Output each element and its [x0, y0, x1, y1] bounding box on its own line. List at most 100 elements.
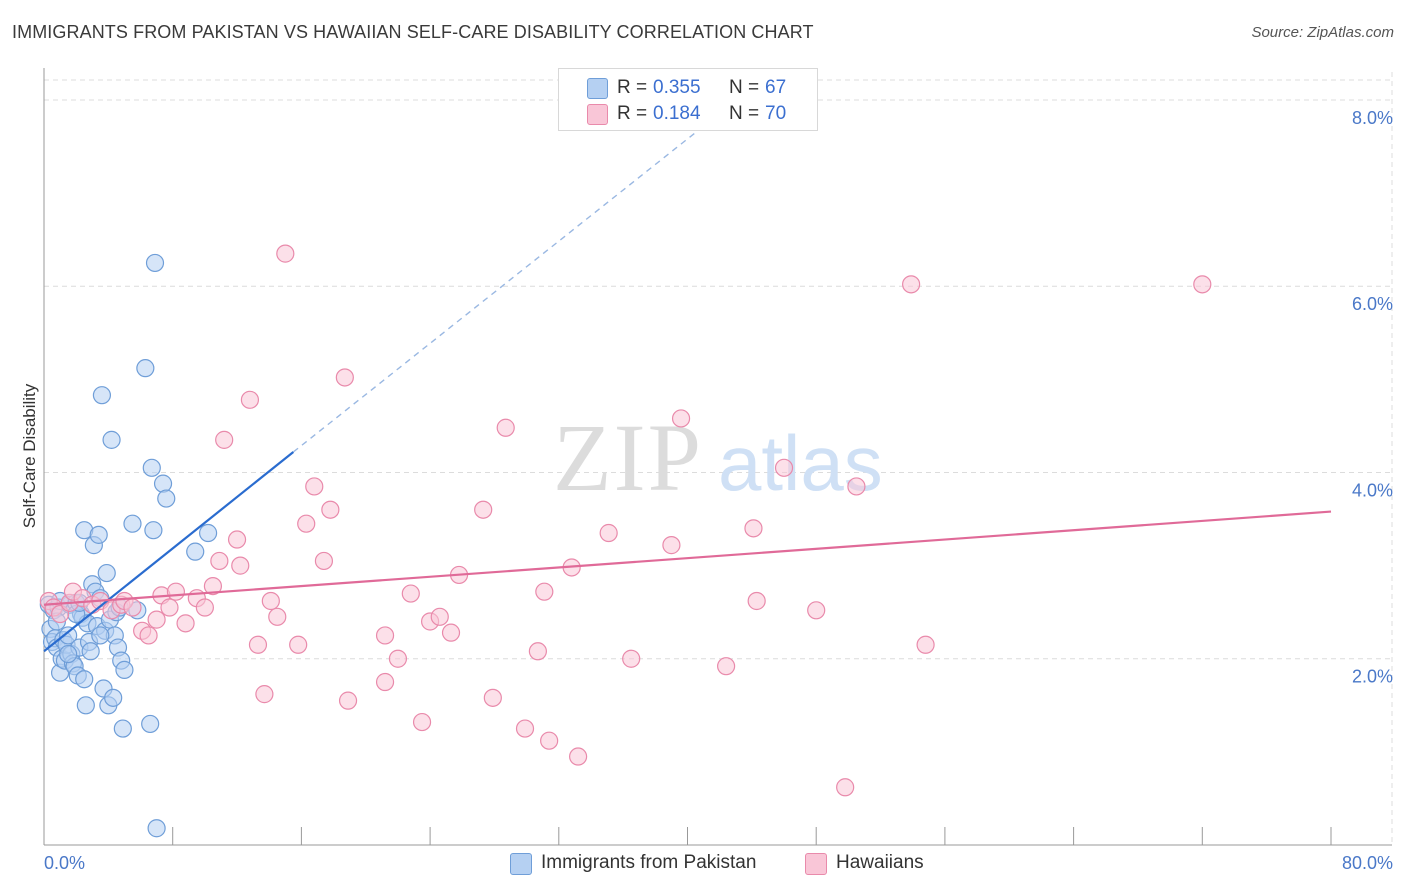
- hawaiians-point: [528, 642, 547, 661]
- pakistan-point: [123, 514, 142, 533]
- y-tick-labels: 2.0% 4.0% 6.0% 8.0%: [1352, 108, 1393, 687]
- hawaiians-point: [744, 519, 763, 538]
- hawaiians-point: [916, 635, 935, 654]
- hawaiians-point: [240, 390, 260, 409]
- hawaiians-point: [671, 409, 691, 428]
- pakistan-point: [59, 626, 78, 645]
- hawaiians-point: [166, 582, 186, 601]
- hawaiians-point: [1193, 275, 1212, 294]
- hawaiians-point: [314, 551, 334, 571]
- hawaiians-point: [248, 635, 268, 654]
- pakistan-point: [91, 626, 110, 645]
- hawaiians-point: [227, 530, 247, 549]
- y-tick-label: 6.0%: [1352, 294, 1393, 314]
- hawaiians-point: [255, 685, 274, 704]
- legend-swatch-blue: [587, 78, 608, 99]
- legend-swatch-pink: [587, 104, 608, 125]
- pakistan-point: [102, 430, 121, 449]
- hawaiians-point: [474, 500, 493, 519]
- hawaiians-point: [203, 576, 223, 596]
- legend-n-value: 67: [765, 77, 787, 98]
- legend-r-value: 0.355: [653, 77, 701, 98]
- hawaiians-point: [717, 657, 736, 676]
- bottom-legend-swatch-pink: [805, 853, 827, 875]
- hawaiians-point: [321, 500, 340, 519]
- pakistan-point: [145, 253, 165, 273]
- hawaiians-point: [483, 688, 502, 707]
- hawaiians-point: [375, 672, 395, 692]
- hawaiians-point: [401, 584, 420, 603]
- hawaiians-point: [276, 244, 295, 263]
- pakistan-point: [81, 642, 100, 661]
- pakistan-point: [92, 386, 112, 405]
- hawaiians-point: [836, 778, 855, 797]
- hawaiians-point: [430, 607, 449, 626]
- hawaiians-point: [297, 514, 316, 533]
- pakistan-point: [144, 521, 163, 540]
- legend-r-value: 0.184: [653, 103, 701, 124]
- hawaiians-point: [210, 551, 229, 571]
- bottom-legend-label: Immigrants from Pakistan: [541, 852, 757, 873]
- hawaiians-point: [412, 712, 432, 732]
- hawaiians-point: [540, 731, 559, 750]
- legend-n-label: N =: [729, 103, 760, 124]
- trend-lines: [43, 131, 1332, 653]
- y-tick-label: 8.0%: [1352, 108, 1393, 128]
- hawaiians-point: [599, 523, 618, 543]
- chart-title: IMMIGRANTS FROM PAKISTAN VS HAWAIIAN SEL…: [12, 22, 814, 42]
- hawaiians-point: [847, 477, 866, 496]
- pakistan-point: [97, 563, 116, 583]
- hawaiians-point: [289, 635, 308, 654]
- x-tick-label: 80.0%: [1342, 853, 1393, 873]
- hawaiians-point: [807, 601, 826, 620]
- legend-n-value: 70: [765, 103, 787, 124]
- series-hawaiians-points: [39, 244, 1212, 797]
- pakistan-point: [104, 688, 123, 707]
- hawaiians-point: [335, 368, 354, 387]
- hawaiians-point: [231, 556, 250, 575]
- hawaiians-point: [139, 626, 158, 645]
- hawaiians-point: [441, 623, 461, 642]
- pakistan-point: [115, 660, 134, 680]
- pakistan-trend-line: [43, 451, 295, 653]
- hawaiians-point: [195, 598, 214, 617]
- grid-lines: [44, 72, 1393, 845]
- legend-r-label: R =: [617, 103, 648, 124]
- pakistan-point: [136, 359, 155, 378]
- legend-r-label: R =: [617, 77, 648, 98]
- pakistan-point: [76, 696, 95, 715]
- hawaiians-point: [774, 458, 794, 477]
- hawaiians-point: [535, 582, 554, 601]
- axes: [43, 68, 1392, 846]
- hawaiians-point: [176, 614, 195, 633]
- pakistan-point: [141, 714, 160, 734]
- source-label: Source: ZipAtlas.com: [1251, 24, 1394, 41]
- hawaiians-point: [902, 275, 921, 294]
- hawaiians-point: [747, 591, 766, 611]
- hawaiians-point: [305, 477, 324, 496]
- y-tick-label: 2.0%: [1352, 667, 1393, 687]
- legend-n-label: N =: [729, 77, 760, 98]
- series-pakistan-points: [39, 253, 218, 838]
- pakistan-point: [113, 719, 132, 738]
- watermark: ZIP atlas: [553, 404, 883, 511]
- pakistan-point: [153, 474, 173, 493]
- hawaiians-point: [338, 691, 358, 710]
- hawaiians-point: [261, 591, 280, 611]
- bottom-legend-label: Hawaiians: [836, 852, 924, 873]
- pakistan-point: [142, 458, 161, 477]
- hawaiians-point: [662, 536, 681, 555]
- pakistan-point: [59, 644, 78, 664]
- hawaiians-trend-line: [43, 510, 1332, 606]
- hawaiians-point: [569, 747, 588, 766]
- hawaiians-point: [375, 626, 395, 645]
- legend: R = 0.355 N = 67 R = 0.184 N = 70: [558, 68, 818, 131]
- pakistan-point: [186, 542, 205, 561]
- pakistan-point: [147, 819, 166, 838]
- hawaiians-point: [388, 649, 408, 668]
- pakistan-point: [89, 525, 108, 544]
- y-tick-label: 4.0%: [1352, 480, 1393, 500]
- bottom-legend-swatch-blue: [510, 853, 532, 875]
- hawaiians-point: [496, 418, 515, 437]
